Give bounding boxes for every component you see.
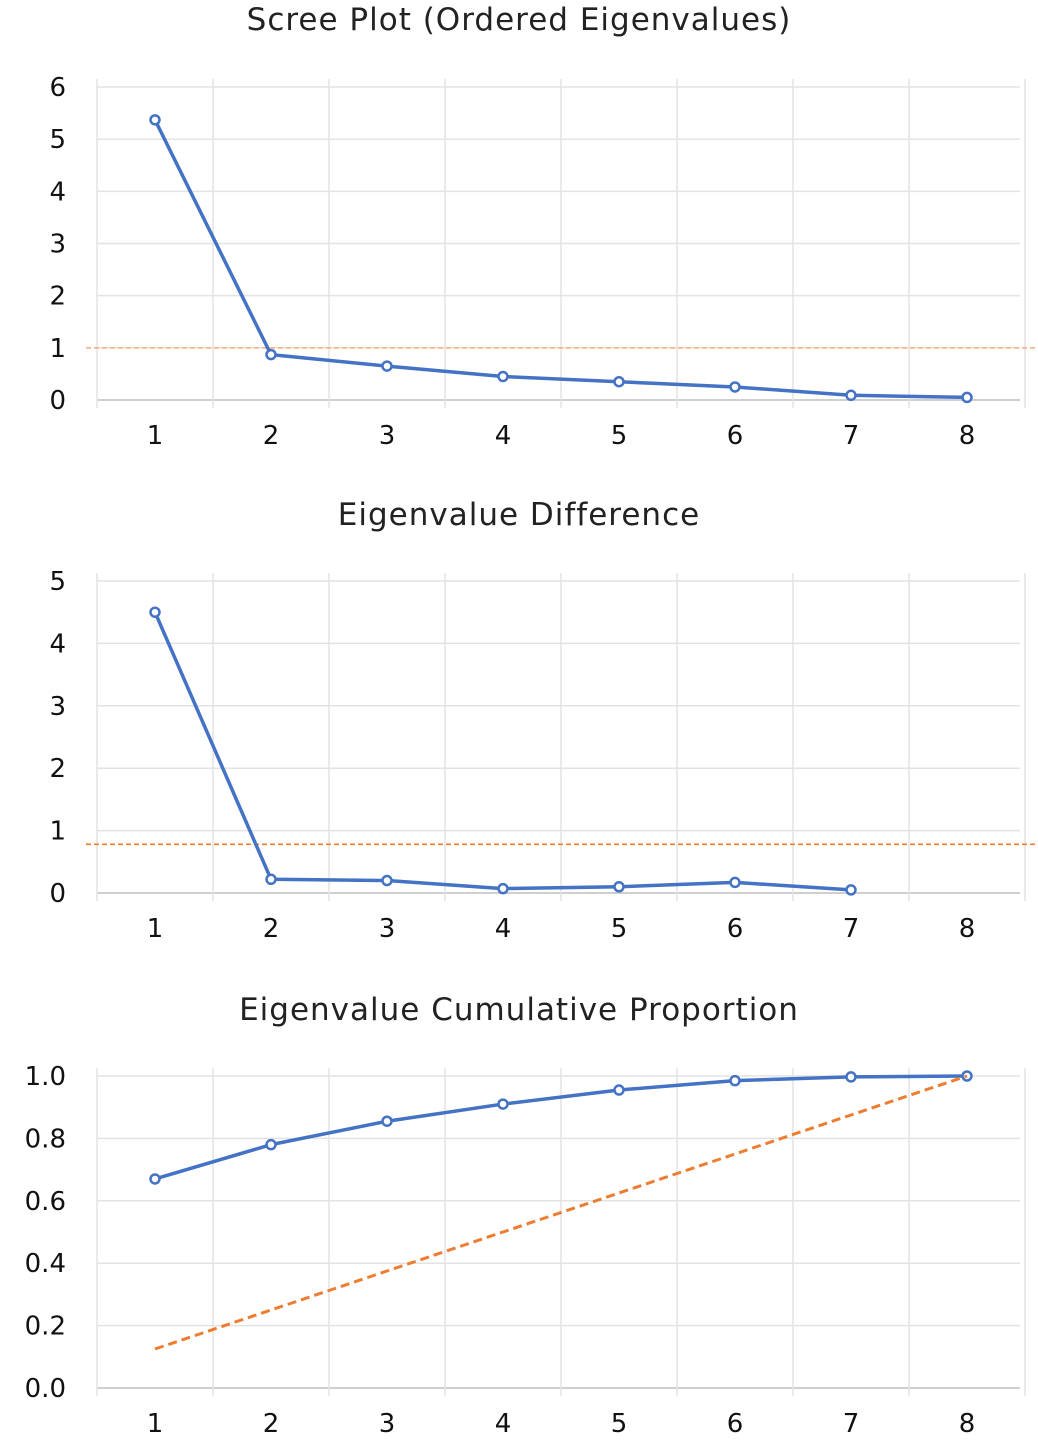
data-point: [729, 381, 741, 393]
data-point: [381, 874, 393, 887]
chart-title: Eigenvalue Cumulative Proportion: [239, 992, 799, 1028]
series-line: [154, 1074, 968, 1181]
x-tick-label: 3: [379, 421, 396, 451]
x-tick-label: 8: [959, 914, 976, 944]
data-point: [381, 360, 393, 372]
data-point: [149, 606, 161, 618]
y-tick-label: 1.0: [25, 1062, 66, 1092]
data-point: [845, 884, 857, 896]
y-tick-label: 0.4: [25, 1249, 66, 1279]
data-point: [149, 1173, 161, 1185]
y-tick-label: 4: [49, 177, 66, 207]
x-tick-label: 1: [147, 421, 164, 451]
x-tick-label: 1: [147, 1409, 164, 1439]
data-point: [613, 1084, 625, 1096]
x-tick-label: 6: [727, 1409, 744, 1439]
data-point: [845, 1071, 857, 1083]
y-tick-label: 1: [49, 334, 66, 364]
x-tick-label: 4: [495, 421, 512, 451]
data-point: [149, 114, 161, 126]
y-tick-label: 0.6: [25, 1187, 66, 1217]
y-tick-label: 4: [49, 629, 66, 659]
data-point: [613, 881, 625, 893]
y-tick-label: 6: [49, 73, 66, 103]
y-tick-label: 3: [49, 692, 66, 722]
x-tick-label: 7: [843, 421, 860, 451]
x-tick-label: 5: [611, 914, 628, 944]
data-point: [265, 873, 277, 886]
chart-title: Scree Plot (Ordered Eigenvalues): [246, 2, 792, 38]
y-tick-label: 5: [49, 125, 66, 155]
x-tick-label: 8: [959, 421, 976, 451]
eigenvalue-difference-svg: 0 1 2 3 4 5 1 2 3 4 5 6 7 8: [49, 567, 1038, 944]
x-tick-label: 3: [379, 1409, 396, 1439]
x-tick-label: 8: [959, 1409, 976, 1439]
x-tick-label: 4: [495, 914, 512, 944]
x-tick-label: 3: [379, 914, 396, 944]
data-point: [265, 348, 277, 361]
data-point: [613, 375, 625, 388]
x-tick-label: 4: [495, 1409, 512, 1439]
y-tick-label: 0.2: [25, 1312, 66, 1342]
x-tick-label: 1: [147, 914, 164, 944]
data-point: [961, 391, 973, 404]
data-point: [265, 1138, 277, 1151]
x-tick-label: 7: [843, 914, 860, 944]
x-tick-label: 6: [727, 421, 744, 451]
y-tick-label: 1: [49, 817, 66, 847]
y-tick-label: 0.0: [25, 1374, 66, 1404]
x-tick-label: 5: [611, 421, 628, 451]
x-tick-label: 2: [263, 914, 280, 944]
data-point: [497, 882, 509, 895]
data-point: [729, 876, 741, 889]
y-tick-label: 2: [49, 754, 66, 784]
y-tick-label: 0: [49, 879, 66, 909]
x-tick-label: 5: [611, 1409, 628, 1439]
y-tick-label: 0.8: [25, 1124, 66, 1154]
data-point: [497, 370, 509, 383]
scree-plot-svg: 0 1 2 3 4 5 6 1 2 3 4 5 6 7 8: [49, 73, 1038, 451]
y-tick-label: 2: [49, 282, 66, 312]
series-line: [153, 119, 968, 400]
series-line: [154, 1074, 968, 1351]
y-tick-label: 0: [49, 386, 66, 416]
x-tick-label: 2: [263, 421, 280, 451]
data-point: [381, 1115, 393, 1127]
chart-title: Eigenvalue Difference: [337, 497, 701, 533]
x-tick-label: 6: [727, 914, 744, 944]
x-tick-label: 2: [263, 1409, 280, 1439]
data-point: [845, 389, 857, 402]
data-point: [497, 1098, 509, 1110]
y-tick-label: 5: [49, 567, 66, 597]
y-tick-label: 3: [49, 230, 66, 260]
x-tick-label: 7: [843, 1409, 860, 1439]
data-point: [729, 1074, 741, 1087]
